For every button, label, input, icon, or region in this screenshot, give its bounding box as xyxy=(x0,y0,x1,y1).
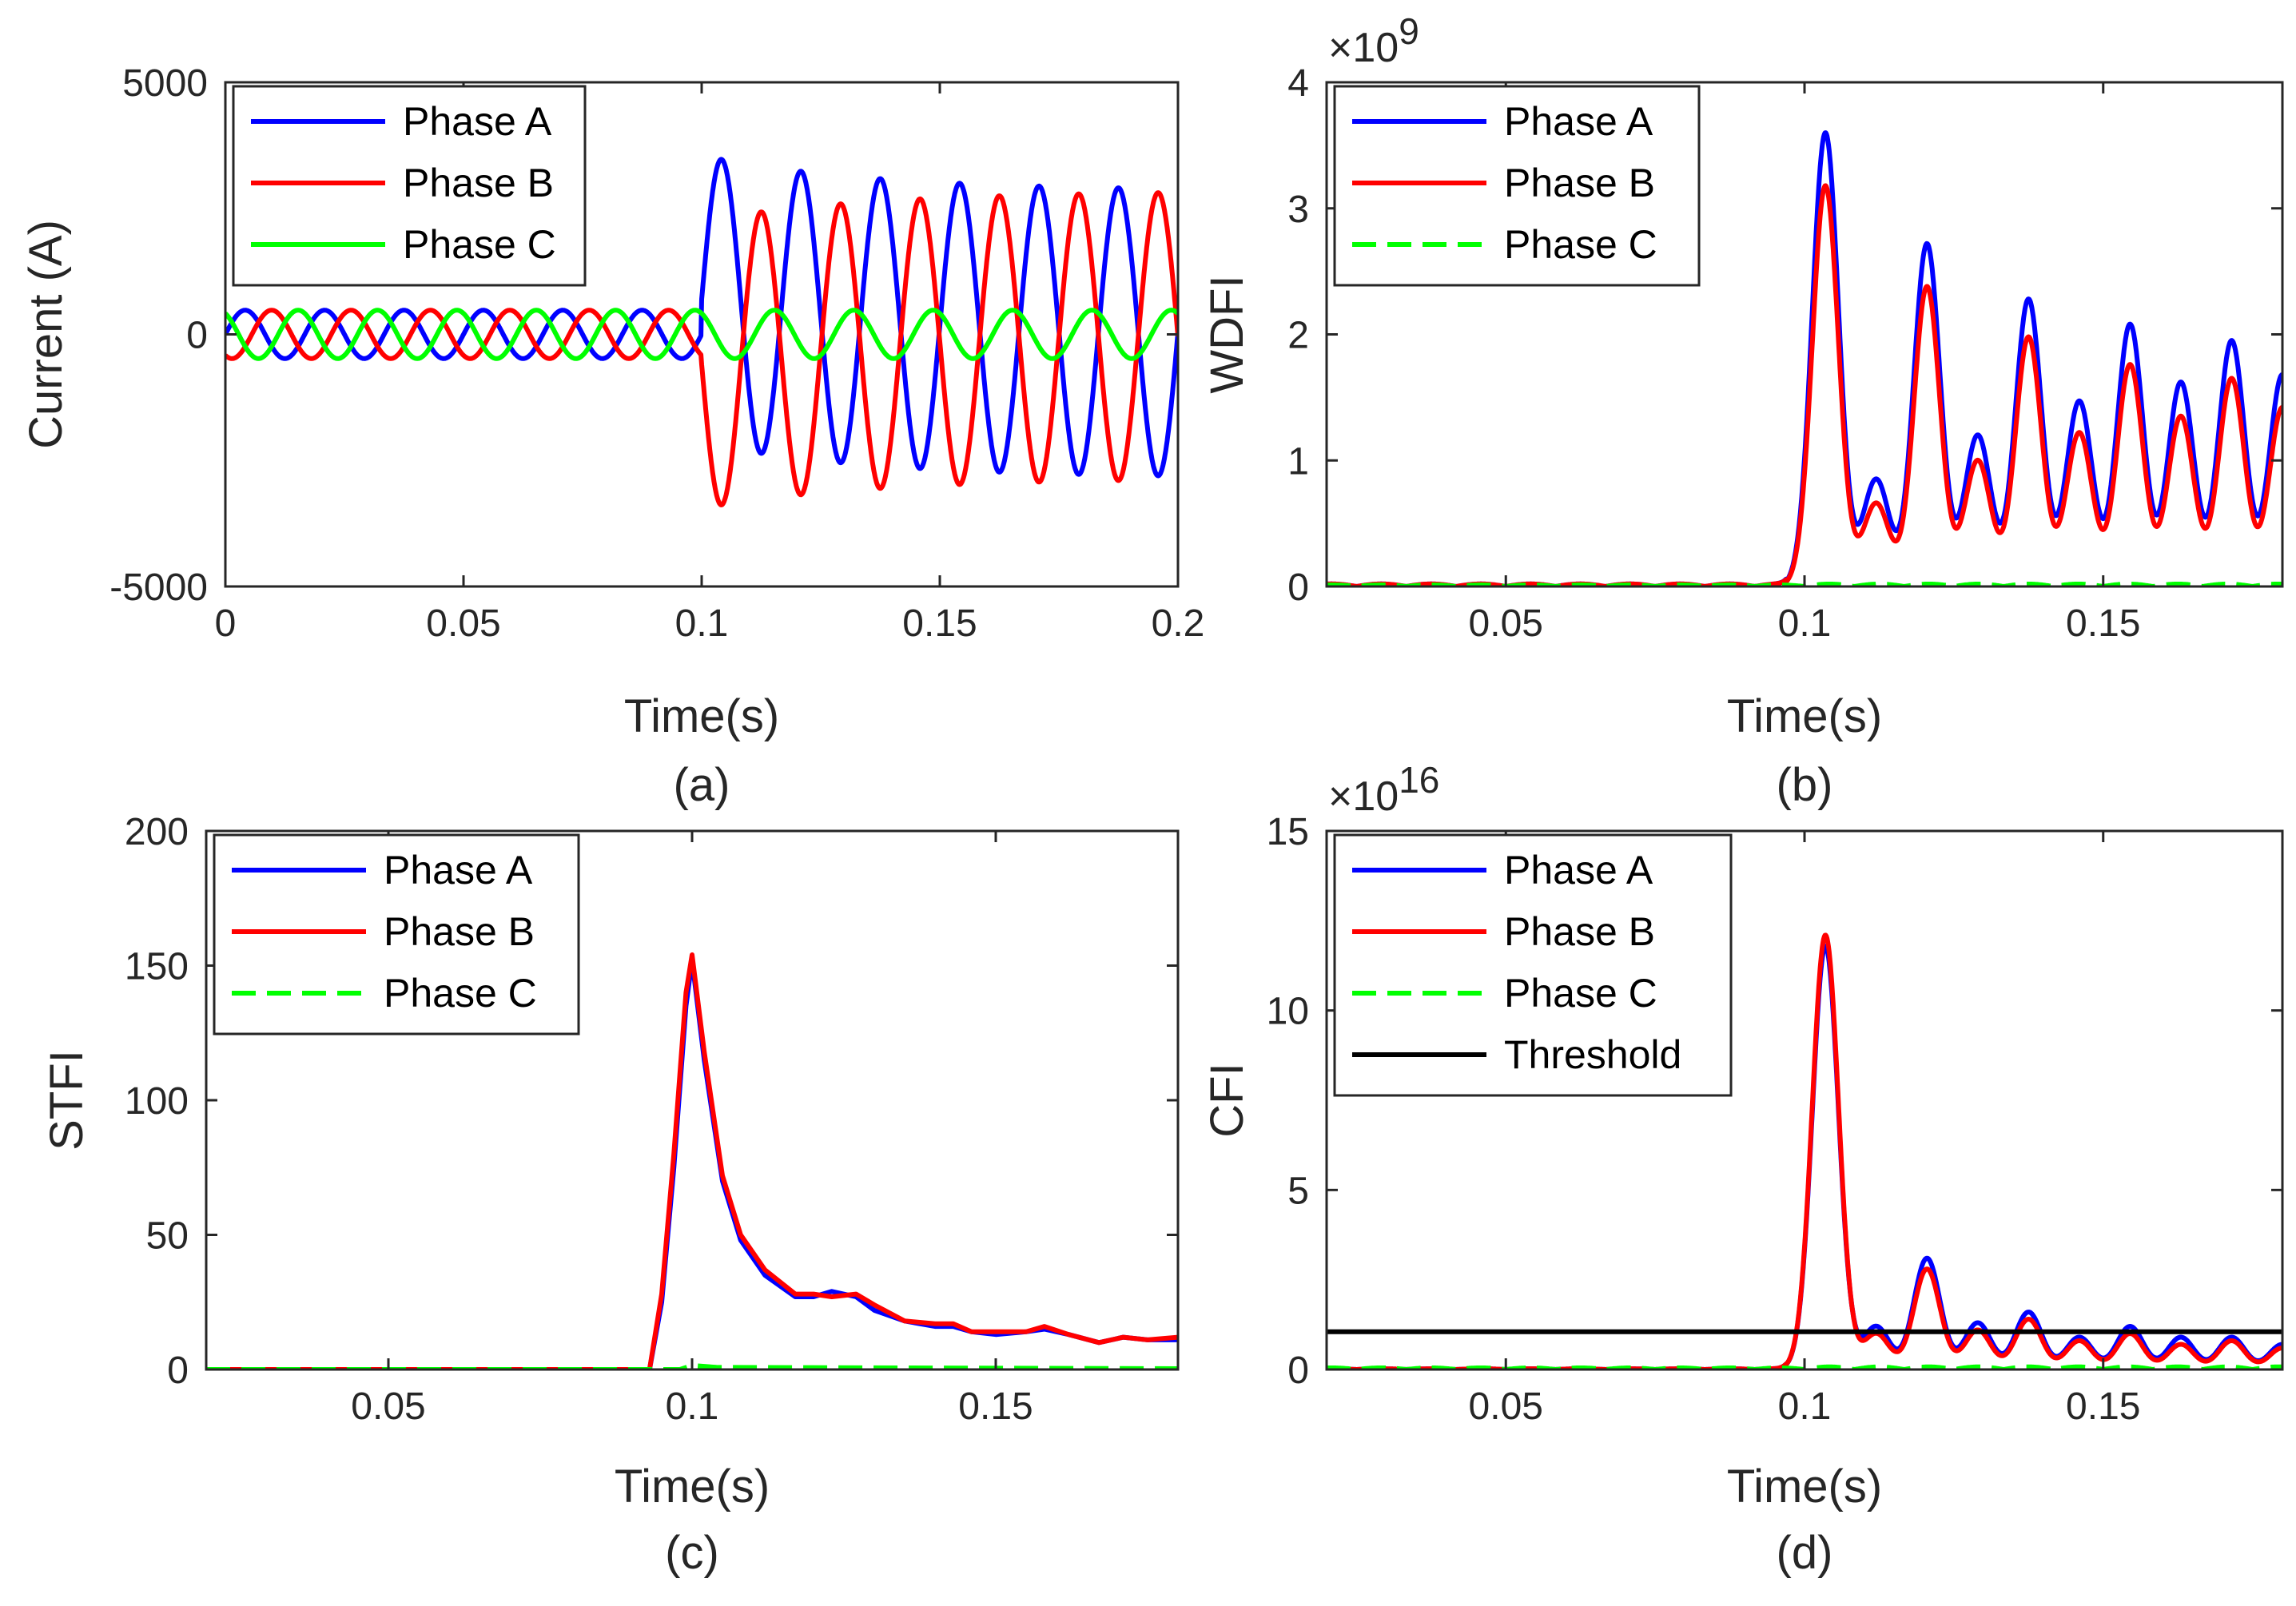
chart-panel-0: 0 0.05 0.1 0.15 0.2-500005000Time(s)Current … xyxy=(20,62,1204,811)
x-tick-label: 0.2 xyxy=(1152,602,1205,645)
x-tick-label: 0.1 xyxy=(675,602,729,645)
legend: Phase A Phase B Phase C xyxy=(213,833,580,1036)
y-tick-label: 4 xyxy=(1287,62,1309,105)
x-tick-label: 0.15 xyxy=(958,1385,1033,1428)
legend: Phase A Phase B Phase C xyxy=(1333,85,1701,287)
legend-entry-label: Phase A xyxy=(1504,99,1653,144)
x-axis-label: Time(s) xyxy=(624,690,779,742)
x-tick-label: 0.05 xyxy=(426,602,500,645)
y-tick-label: 200 xyxy=(125,811,189,853)
series-line-phase-c xyxy=(1327,1364,2282,1369)
legend-entry-label: Phase A xyxy=(403,99,552,144)
y-tick-label: 1 xyxy=(1287,440,1309,483)
legend-entry-label: Phase C xyxy=(1504,971,1657,1016)
legend-entry-label: Phase B xyxy=(384,909,535,954)
series-group xyxy=(1327,130,2282,586)
y-tick-label: 3 xyxy=(1287,189,1309,231)
legend-entry-label: Phase B xyxy=(1504,161,1655,205)
legend-entry-label: Phase C xyxy=(384,971,537,1016)
legend-entry-label: Phase C xyxy=(403,222,556,267)
x-tick-label: 0.15 xyxy=(2066,602,2140,645)
y-tick-label: 5000 xyxy=(122,62,208,105)
y-tick-label: 0 xyxy=(1287,1350,1309,1392)
legend-entry-label: Phase A xyxy=(1504,848,1653,892)
legend-entry-label: Phase C xyxy=(1504,222,1657,267)
panel-caption: (c) xyxy=(665,1527,719,1579)
x-tick-label: 0.15 xyxy=(2066,1385,2140,1428)
y-axis-label: STFI xyxy=(41,1050,93,1151)
series-line-phase-b xyxy=(206,952,1178,1369)
y-tick-label: 100 xyxy=(125,1080,189,1123)
x-tick-label: 0.1 xyxy=(1778,602,1832,645)
x-tick-label: 0 xyxy=(215,602,237,645)
y-exponent-label: ×109 xyxy=(1328,10,1419,71)
chart-panel-1: 0.05 0.1 0.15 0 1 2 3 4 ×109 Time(s) WDFI (b) Phase … xyxy=(1201,10,2284,811)
y-tick-label: 10 xyxy=(1267,991,1309,1033)
y-tick-label: 5 xyxy=(1287,1170,1309,1212)
chart-panel-2: 0.05 0.1 0.15 0 50 100 150 200 Time(s) STFI (c) Pha… xyxy=(41,811,1180,1579)
y-tick-label: -5000 xyxy=(109,566,208,609)
series-group xyxy=(206,952,1178,1369)
legend-box xyxy=(1333,833,1733,1097)
y-axis-label: Current (A) xyxy=(20,220,72,449)
x-tick-label: 0.1 xyxy=(666,1385,719,1428)
series-line-phase-c xyxy=(225,308,1178,361)
x-axis-label: Time(s) xyxy=(615,1461,770,1513)
y-tick-label: 150 xyxy=(125,946,189,988)
series-group xyxy=(225,157,1178,507)
y-tick-label: 2 xyxy=(1287,315,1309,357)
y-axis-label: CFI xyxy=(1201,1063,1253,1137)
legend-entry-label: Phase B xyxy=(403,161,554,205)
y-axis-label: WDFI xyxy=(1201,275,1253,393)
x-axis-label: Time(s) xyxy=(1727,690,1882,742)
legend-entry-label: Threshold xyxy=(1504,1032,1681,1077)
y-tick-label: 50 xyxy=(146,1215,189,1258)
panel-caption: (b) xyxy=(1777,759,1833,811)
series-line-phase-b xyxy=(225,190,1178,507)
legend: Phase A Phase B Phase C Threshold xyxy=(1333,833,1733,1097)
series-line-phase-c xyxy=(1327,582,2282,586)
x-tick-label: 0.1 xyxy=(1778,1385,1832,1428)
y-exponent-label: ×1016 xyxy=(1328,759,1439,820)
y-tick-label: 0 xyxy=(1287,566,1309,609)
legend: Phase A Phase B Phase C xyxy=(232,85,587,287)
x-tick-label: 0.15 xyxy=(902,602,977,645)
legend-entry-label: Phase A xyxy=(384,848,533,892)
x-tick-label: 0.05 xyxy=(1469,602,1543,645)
x-tick-label: 0.05 xyxy=(1469,1385,1543,1428)
y-tick-label: 15 xyxy=(1267,811,1309,853)
panel-caption: (a) xyxy=(674,759,730,811)
x-tick-label: 0.05 xyxy=(351,1385,425,1428)
x-axis-label: Time(s) xyxy=(1727,1461,1882,1513)
y-tick-label: 0 xyxy=(186,315,208,357)
chart-panel-3: 0.05 0.1 0.15 0 5 10 15 ×1016 Time(s) CFI (d) Phase… xyxy=(1201,759,2284,1579)
panel-caption: (d) xyxy=(1777,1527,1833,1579)
y-tick-label: 0 xyxy=(167,1350,189,1392)
legend-entry-label: Phase B xyxy=(1504,909,1655,954)
